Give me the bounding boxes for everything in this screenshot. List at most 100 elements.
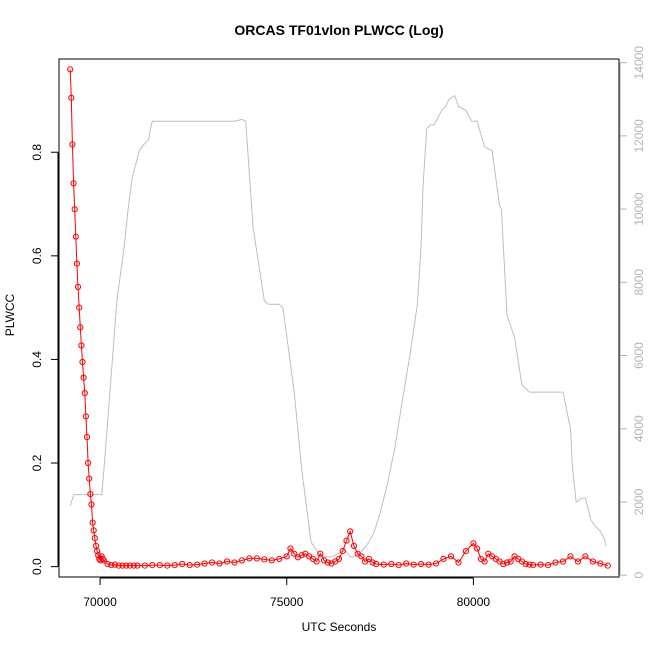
plwcc-point (283, 553, 290, 560)
plwcc-point (90, 527, 97, 534)
plwcc-point (559, 558, 567, 565)
plwcc-point (134, 562, 141, 569)
y2-axis: 0 2000 4000 6000 8000 10000 12000 14000 (619, 46, 646, 579)
plwcc-point (291, 550, 298, 557)
plwcc-point (123, 562, 130, 569)
plwcc-point (447, 553, 455, 560)
altitude-series (69, 94, 607, 558)
plwcc-point (317, 550, 324, 557)
plwcc-point (94, 548, 101, 555)
plwcc-point (85, 459, 92, 467)
x-axis: 70000 75000 80000 (83, 577, 490, 609)
plwcc-point (522, 560, 529, 568)
plwcc-point (500, 560, 507, 568)
plwcc-point (115, 562, 122, 569)
plwcc-point (574, 558, 582, 565)
y-tick-label: 0.8 (30, 144, 44, 161)
y-tick-label: 0.2 (30, 454, 44, 471)
plwcc-point (95, 552, 102, 559)
plwcc-point (119, 562, 126, 569)
plwcc-point (530, 562, 537, 569)
plwcc-point (231, 559, 238, 566)
plwcc-point (545, 562, 552, 569)
plwcc-point (253, 555, 260, 562)
plwcc-point (130, 562, 137, 569)
y-tick-label: 0.4 (30, 351, 44, 368)
plwcc-point (186, 562, 193, 569)
chart-title: ORCAS TF01vlon PLWCC (Log) (234, 22, 443, 38)
plwcc-point (597, 560, 604, 567)
plwcc-point (74, 283, 82, 290)
plwcc-point (470, 540, 477, 547)
plwcc-point (80, 374, 87, 381)
plwcc-point (261, 556, 268, 563)
x-tick-label: 70000 (83, 595, 117, 609)
plwcc-point (71, 206, 78, 213)
plwcc-point (589, 558, 597, 565)
plwcc-point (350, 542, 357, 550)
plwcc-point (238, 557, 245, 564)
plwcc-point (223, 558, 231, 565)
plwcc-point (507, 558, 514, 565)
plwcc-point (373, 560, 380, 568)
y2-tick-label: 10000 (632, 192, 646, 226)
plwcc-point (82, 413, 90, 420)
plwcc-point (347, 528, 354, 535)
plwcc-point (537, 561, 544, 568)
plwcc-point (526, 561, 533, 568)
plwcc-point (81, 390, 88, 397)
y2-tick-label: 8000 (632, 269, 646, 296)
plwcc-point (287, 545, 294, 552)
plwcc-point (410, 561, 417, 568)
y-tick-label: 0.0 (30, 558, 44, 575)
plwcc-point (68, 94, 75, 101)
plwcc-point (276, 555, 283, 563)
plwcc-point (474, 545, 481, 552)
plwcc-point (440, 555, 447, 563)
plwcc-point (77, 324, 84, 331)
plwcc-point (87, 491, 94, 498)
plwcc-point (216, 560, 223, 567)
plwcc-point (91, 535, 98, 542)
plwcc-point (567, 553, 574, 560)
plwcc-point (67, 66, 74, 73)
plwcc-point (343, 537, 350, 544)
plwcc-point (433, 560, 440, 567)
plwcc-point (403, 560, 410, 567)
plwcc-point (72, 233, 79, 240)
plwcc-point (70, 180, 77, 187)
y2-tick-label: 6000 (632, 342, 646, 369)
plwcc-point (171, 562, 178, 569)
altitude-line (69, 94, 607, 558)
y2-tick-label: 0 (632, 572, 646, 579)
plwcc-point (79, 358, 86, 366)
plwcc-point (552, 559, 559, 566)
y2-tick-label: 2000 (632, 488, 646, 515)
plwcc-point (149, 562, 156, 569)
y-axis: 0.0 0.2 0.4 0.6 0.8 (30, 144, 59, 575)
plwcc-point (73, 260, 81, 267)
plwcc-point (141, 562, 148, 569)
plwcc-point (324, 559, 331, 566)
plwcc-point (246, 555, 253, 562)
plwcc-point (99, 555, 106, 563)
plwcc-point (156, 562, 163, 569)
plwcc-point (268, 557, 275, 564)
plwcc-point (503, 559, 511, 566)
plwcc-point (604, 562, 611, 569)
plwcc-point (418, 560, 425, 568)
plwcc-point (582, 553, 589, 560)
plwcc-point (201, 560, 208, 567)
plwcc-point (126, 562, 133, 569)
plwcc-point (86, 475, 93, 482)
plwcc-point (78, 342, 85, 349)
plwcc-point (380, 561, 387, 568)
plot-frame (58, 58, 620, 578)
y2-tick-label: 12000 (632, 119, 646, 153)
plwcc-point (455, 559, 462, 566)
plwcc-point (88, 501, 95, 508)
x-axis-label: UTC Seconds (302, 620, 377, 634)
plwcc-point (481, 558, 488, 565)
plwcc-point (358, 553, 365, 560)
